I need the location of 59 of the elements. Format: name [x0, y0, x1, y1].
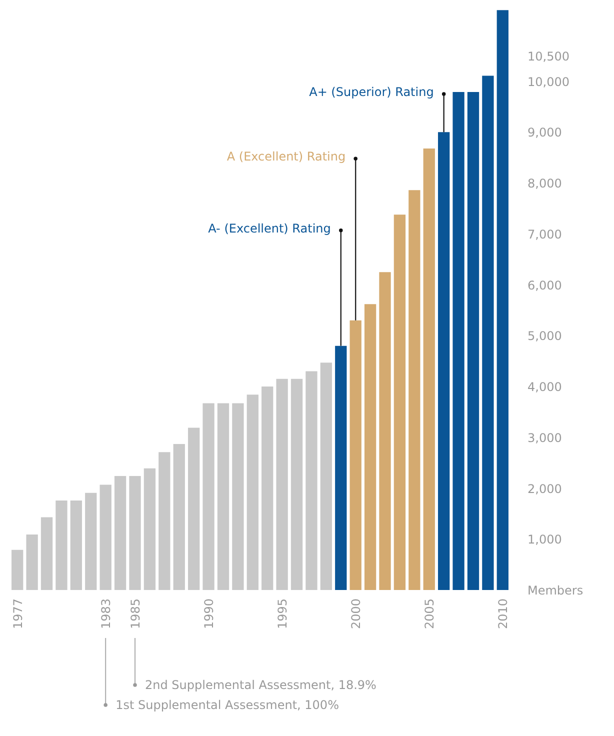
bar [379, 272, 391, 590]
x-tick-label: 1995 [276, 598, 290, 630]
bar [144, 468, 156, 590]
x-tick-label: 1985 [128, 598, 142, 630]
bar [26, 534, 38, 590]
bar [100, 484, 112, 590]
bar [452, 92, 464, 590]
annotation: A+ (Superior) Rating [309, 85, 434, 100]
x-tick-label: 1983 [99, 598, 114, 630]
bar [408, 190, 420, 590]
bar [85, 492, 97, 590]
bar [335, 346, 347, 590]
annotation: A (Excellent) Rating [226, 150, 346, 164]
x-tick-label: 2010 [496, 598, 510, 630]
y-tick-label: Members [528, 584, 584, 598]
bar [320, 362, 332, 590]
bar [482, 76, 494, 590]
y-tick-label: 4,000 [528, 380, 562, 394]
text: 2nd Supplemental Assessment, 18.9% [145, 678, 376, 692]
x-tick-label: 2000 [349, 598, 364, 630]
bar [438, 132, 450, 590]
bar [114, 476, 126, 590]
y-tick-label: 6,000 [528, 278, 562, 292]
bar [262, 386, 274, 590]
x-tick-label: 1977 [10, 598, 25, 630]
y-tick-label: 10,500 [528, 49, 570, 64]
y-tick-label: 10,000 [528, 74, 570, 89]
bar [129, 476, 141, 590]
bar [232, 403, 244, 590]
y-tick-label: 3,000 [528, 430, 562, 445]
bar [306, 371, 318, 590]
y-tick-label: 7,000 [528, 227, 562, 242]
bar [188, 428, 200, 590]
bar [70, 500, 82, 590]
bar [246, 394, 258, 590]
y-tick-label: 1,000 [528, 532, 562, 547]
bar [350, 320, 362, 590]
y-tick-label: 5,000 [528, 329, 562, 344]
bar [40, 517, 53, 590]
bar [12, 550, 24, 590]
y-tick-label: 9,000 [528, 126, 562, 140]
bar [496, 10, 508, 590]
bar [56, 500, 68, 590]
bar [173, 444, 185, 590]
annotation: A- (Excellent) Rating [208, 221, 331, 236]
text: 1st Supplemental Assessment, 100% [116, 698, 339, 712]
y-tick-label: 8,000 [528, 176, 562, 191]
bar [423, 148, 435, 590]
bar [158, 452, 170, 590]
bar [290, 378, 303, 590]
x-tick-label: 2005 [422, 598, 437, 630]
bar [467, 92, 480, 590]
bar [394, 214, 406, 590]
bar [217, 403, 230, 590]
bar [202, 403, 214, 590]
bar [276, 378, 288, 590]
y-tick-label: 2,000 [528, 482, 562, 496]
bar [364, 304, 376, 590]
x-tick-label: 1990 [202, 598, 216, 630]
